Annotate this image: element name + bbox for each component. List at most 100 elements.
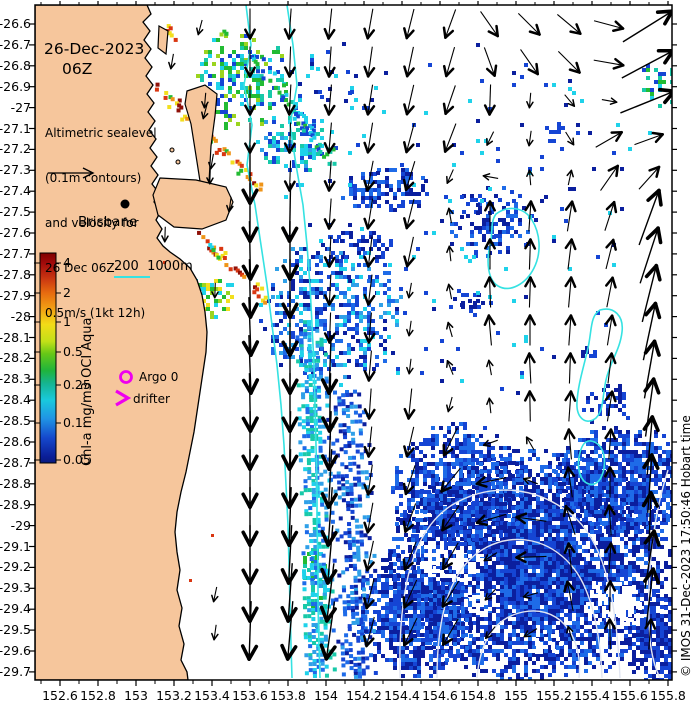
velocity-reference-arrowhead xyxy=(82,167,95,179)
current-arrow-head xyxy=(482,173,491,177)
current-arrow-head xyxy=(484,597,493,601)
current-arrow-head xyxy=(244,142,252,154)
current-arrow-head xyxy=(567,140,575,146)
current-arrow-tail xyxy=(328,335,332,394)
current-arrow-head xyxy=(524,276,532,288)
drifter-marker-icon xyxy=(115,389,132,407)
x-tick-label: 152.8 xyxy=(80,688,116,703)
annotation-line: Altimetric sealevel xyxy=(45,126,157,140)
current-arrow-tail xyxy=(367,46,373,77)
current-arrow-tail xyxy=(646,416,653,475)
current-arrow-head xyxy=(650,453,660,471)
current-arrow-head xyxy=(475,482,488,488)
y-tick-label: -26.9 xyxy=(0,78,31,94)
current-arrow-head xyxy=(535,23,541,36)
map-date-hour: 06Z xyxy=(62,60,93,78)
current-arrow-head xyxy=(441,595,445,608)
current-arrow-head xyxy=(403,599,414,609)
current-arrow-head xyxy=(562,504,568,518)
current-arrow-head xyxy=(645,226,660,241)
current-arrow-head xyxy=(288,340,299,357)
brisbane-dot xyxy=(120,199,130,209)
current-arrow-tail xyxy=(608,429,612,460)
current-arrow-tail xyxy=(203,92,207,108)
current-arrow-tail xyxy=(528,201,532,232)
current-arrow-head xyxy=(168,61,172,70)
current-arrow-head xyxy=(528,101,534,109)
current-arrow-head xyxy=(488,397,494,405)
current-arrow-head xyxy=(523,390,532,402)
current-arrow-tail xyxy=(608,505,612,536)
sealevel-contour-loop xyxy=(576,308,624,422)
current-arrow-tail xyxy=(328,236,332,267)
current-arrow-head xyxy=(319,643,329,661)
current-arrow-head xyxy=(406,366,410,375)
current-arrow-head xyxy=(493,64,498,77)
current-arrow-head xyxy=(248,28,256,40)
current-arrow-head xyxy=(402,596,406,609)
current-arrow-head xyxy=(248,142,256,154)
coastal-chl-speck xyxy=(189,579,192,582)
colorbar-tick-label: 4 xyxy=(63,255,71,270)
current-arrow-head xyxy=(403,217,408,230)
current-arrow-tail xyxy=(622,10,672,43)
current-arrow-head xyxy=(288,416,299,433)
current-arrow-head xyxy=(524,200,533,212)
current-arrow-head xyxy=(363,103,370,116)
current-arrow-tail xyxy=(608,543,612,574)
current-arrow-head xyxy=(567,542,576,554)
current-arrow-head xyxy=(285,645,298,661)
current-arrow-head xyxy=(442,140,447,153)
current-arrow-tail xyxy=(528,353,532,384)
current-arrow-head xyxy=(248,454,259,471)
current-arrow-tail xyxy=(445,85,456,114)
current-arrow-head xyxy=(484,200,492,212)
current-arrow-head xyxy=(651,377,661,395)
current-arrow-tail xyxy=(325,601,336,659)
current-arrow-head xyxy=(475,521,489,527)
current-arrow-head xyxy=(367,294,376,306)
current-arrow-tail xyxy=(288,8,292,39)
current-arrow-head xyxy=(609,428,617,440)
current-arrow-head xyxy=(528,169,534,177)
x-tick-label: 155.8 xyxy=(650,688,686,703)
current-arrow-tail xyxy=(565,505,576,535)
current-arrow-head xyxy=(201,100,206,109)
current-arrow-head xyxy=(528,30,541,36)
current-arrow-head xyxy=(528,352,536,364)
current-arrow-tail xyxy=(405,465,416,495)
current-arrow-head xyxy=(448,245,454,253)
current-arrow-head xyxy=(206,177,211,185)
current-arrow-head xyxy=(281,492,292,509)
current-arrow-tail xyxy=(327,487,333,546)
current-arrow-head xyxy=(524,314,532,326)
current-arrow-head xyxy=(446,283,450,292)
current-arrow-tail xyxy=(164,226,166,242)
current-arrow-head xyxy=(525,436,533,442)
y-tick-label: -28.3 xyxy=(0,371,31,387)
current-arrow-head xyxy=(248,264,259,281)
current-arrow-tail xyxy=(517,12,540,35)
current-arrow-head xyxy=(486,359,490,368)
current-arrow-head xyxy=(327,180,336,192)
current-arrow-tail xyxy=(248,259,252,318)
current-arrow-head xyxy=(442,448,454,457)
current-arrow-tail xyxy=(600,165,619,191)
current-arrow-head xyxy=(405,257,415,268)
current-arrow-tail xyxy=(606,277,614,308)
argo-legend-label: Argo 0 xyxy=(139,370,179,384)
legend-layer xyxy=(34,167,150,464)
current-arrow-head xyxy=(570,200,577,213)
current-arrow-head xyxy=(405,447,415,458)
current-arrow-head xyxy=(523,630,529,638)
current-arrow-head xyxy=(564,504,575,515)
current-arrow-head xyxy=(485,634,493,639)
current-arrow-head xyxy=(572,99,576,107)
current-arrow-head xyxy=(529,238,537,250)
current-arrow-head xyxy=(528,314,536,326)
current-arrow-head xyxy=(320,378,331,395)
current-arrow-tail xyxy=(288,449,292,508)
current-arrow-head xyxy=(605,276,614,287)
current-arrow-tail xyxy=(568,429,572,460)
